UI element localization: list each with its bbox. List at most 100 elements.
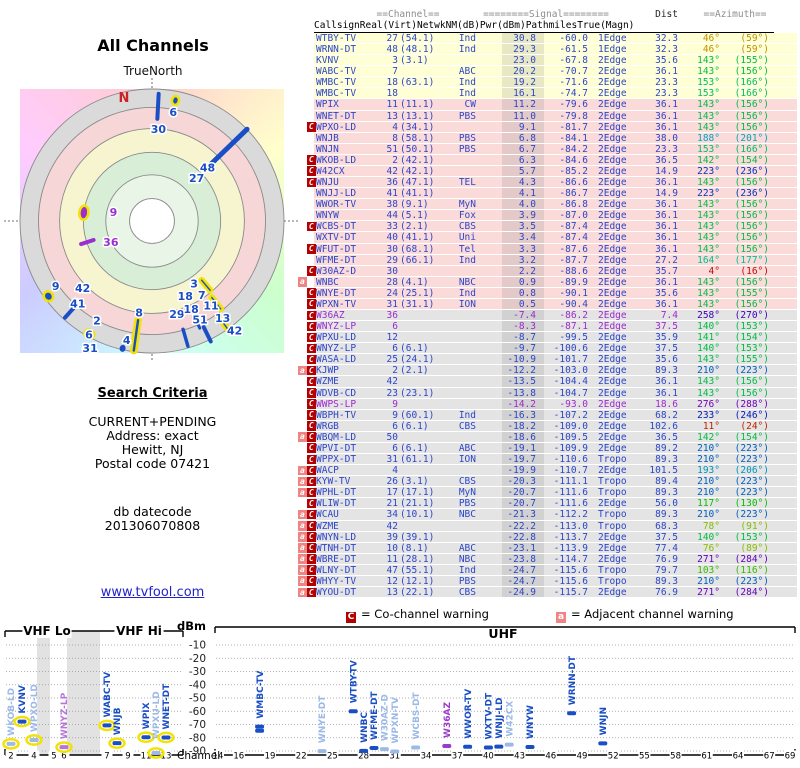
network: Tel [458, 243, 476, 255]
azimuth-true: 210° [697, 487, 720, 499]
azimuth-magn: (154°) [734, 431, 769, 443]
adjacent-channel-warning-icon: a [298, 465, 307, 476]
azimuth-magn: (223°) [734, 487, 769, 499]
nm-column-stripe [502, 298, 544, 309]
path: 2Edge [598, 154, 627, 166]
nm-column-stripe [502, 553, 544, 564]
path: 2Edge [598, 265, 627, 277]
table-row: C WBPH-TV 9 (60.1) Ind -16.3 -107.2 2Edge 68.2 23… [307, 409, 797, 421]
pwr-dbm: -111.6 [553, 487, 588, 499]
network: NBC [458, 276, 476, 288]
nm-db: 23.0 [513, 55, 536, 67]
table-row: a C WHYY-TV 12 (12.1) PBS -24.7 -115.6 Tropo 89.3… [298, 575, 797, 587]
nm-column-stripe [502, 55, 544, 66]
channel-real: 2 [392, 365, 398, 377]
channel-virt: (31.1) [400, 298, 435, 310]
path: 2Edge [598, 254, 627, 266]
distance-miles: 23.3 [655, 143, 678, 155]
nm-db: -18.6 [507, 431, 536, 443]
callsign: WLNY-DT [316, 564, 357, 576]
nm-db: 19.2 [513, 77, 536, 89]
pwr-dbm: -79.8 [559, 110, 588, 122]
azimuth-true: 143° [697, 177, 720, 189]
callsign: WWPS-LP [316, 398, 357, 410]
pwr-dbm: -112.2 [553, 509, 588, 521]
channel-virt: (34.1) [400, 121, 435, 133]
table-row: C WNYE-DT 24 (25.1) Ind 0.8 -90.1 2Edge 35.6 143°… [307, 287, 797, 299]
azimuth-magn: (91°) [740, 520, 769, 532]
table-row: C WNJU 36 (47.1) TEL 4.3 -86.6 2Edge 36.1 143° (15… [307, 177, 797, 189]
signal-bar [255, 728, 265, 733]
network: Ind [458, 77, 476, 89]
nm-column-stripe [502, 509, 544, 520]
callsign: WKOB-LD [316, 154, 357, 166]
pwr-dbm: -115.6 [553, 575, 588, 587]
azimuth-true: 142° [697, 154, 720, 166]
nm-db: -24.7 [507, 575, 536, 587]
channel-real: 29 [386, 254, 398, 266]
path: 2Edge [598, 143, 627, 155]
co-channel-text: = Co-channel warning [361, 607, 489, 621]
callsign: WDVB-CD [316, 387, 357, 399]
station-bar-label: WTBY-TV [349, 660, 359, 703]
network: PBS [458, 132, 476, 144]
nm-db: 0.8 [518, 287, 536, 299]
adjacent-channel-warning-icon: a [298, 554, 307, 564]
pwr-dbm: -79.6 [559, 99, 588, 111]
pwr-dbm: -109.5 [553, 431, 588, 443]
adjacent-channel-warning-icon: a [298, 365, 307, 376]
db-datecode-value: 201306070808 [104, 518, 201, 533]
band-section-label: UHF [488, 626, 517, 641]
table-header-rule [314, 32, 774, 33]
azimuth-magn: (24°) [740, 420, 769, 432]
nm-column-stripe [502, 121, 544, 132]
table-row: C W36AZ 36 -7.4 -86.2 2Edge 7.4 258° (270°) [307, 310, 797, 322]
callsign: WASA-LD [316, 354, 357, 366]
distance-miles: 32.3 [655, 44, 678, 56]
azimuth-magn: (156°) [734, 99, 769, 111]
adjacent-channel-warning-icon: a [298, 509, 307, 520]
distance-miles: 35.6 [655, 287, 678, 299]
pwr-dbm: -110.6 [553, 454, 588, 466]
channel-virt: (66.1) [400, 254, 435, 266]
dbm-tick-label: -70 [189, 719, 206, 731]
col-header-nm-db: NM(dB) [445, 20, 480, 31]
network: Ind [458, 254, 476, 266]
radar-station-dot [42, 290, 55, 303]
table-row: C WKOB-LD 2 (42.1) 6.3 -84.6 2Edge 36.5 142° (154… [307, 154, 797, 166]
pwr-dbm: -87.4 [559, 232, 588, 244]
station-bar-label: WFME-DT [370, 691, 380, 740]
table-row: a C KJWP 2 (2.1) -12.2 -103.0 2Edge 89.3 210° (223… [298, 365, 797, 377]
co-channel-warning-icon: C [307, 266, 316, 276]
path: 2Edge [598, 298, 627, 310]
table-row: C WPPX-DT 31 (61.1) ION -19.7 -110.6 Tropo 89.3 2… [307, 454, 797, 466]
channel-tick-label: 37 [452, 752, 463, 762]
path: 1Edge [598, 33, 627, 44]
nm-db: 4.3 [518, 177, 536, 189]
tvfool-link[interactable]: www.tvfool.com [100, 585, 205, 600]
nm-column-stripe [502, 409, 544, 420]
distance-miles: 35.6 [655, 354, 678, 366]
signal-bar [141, 735, 151, 740]
channel-real: 44 [386, 210, 398, 222]
azimuth-magn: (59°) [740, 33, 769, 44]
network: Ind [458, 409, 476, 421]
callsign: WTNH-DT [316, 542, 357, 554]
signal-bar [504, 742, 514, 747]
channel-virt: (58.1) [400, 132, 435, 144]
pwr-dbm: -89.9 [559, 276, 588, 288]
radar-station-dot [83, 328, 96, 341]
nm-db: -24.7 [507, 564, 536, 576]
table-row: a C WZME 42 -22.2 -113.0 Tropo 68.3 78° (91°) [298, 520, 797, 532]
table-row: WXTV-DT 40 (41.1) Uni 3.4 -87.4 2Edge 36.1 143° (… [314, 232, 797, 244]
nm-column-stripe [502, 33, 544, 44]
azimuth-magn: (154°) [734, 332, 769, 344]
co-channel-warning-icon: C [307, 343, 316, 354]
channel-tick-label: 11 [141, 752, 152, 762]
azimuth-true: 233° [697, 409, 720, 421]
nm-column-stripe [502, 564, 544, 575]
callsign: WPXN-TV [316, 298, 357, 310]
pwr-dbm: -71.6 [559, 77, 588, 89]
station-bar-label: WNYE-DT [318, 695, 328, 743]
azimuth-true: 210° [697, 442, 720, 454]
